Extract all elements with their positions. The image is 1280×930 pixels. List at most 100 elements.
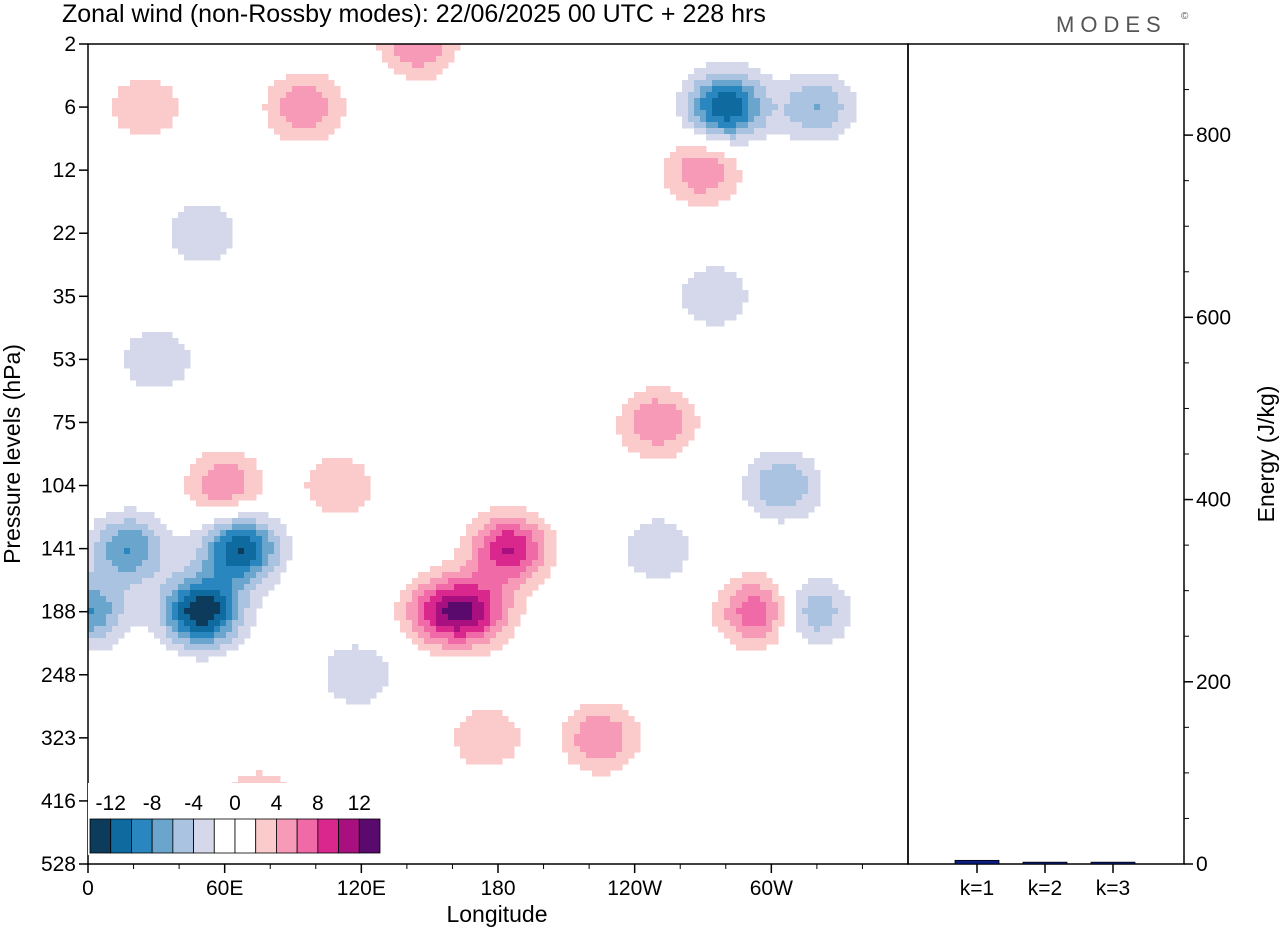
heatmap-cell (148, 356, 155, 363)
heatmap-cell (322, 80, 329, 87)
heatmap-cell (478, 644, 485, 651)
heatmap-cell (478, 710, 485, 717)
heatmap-cell (178, 236, 185, 243)
heatmap-cell (466, 746, 473, 753)
heatmap-cell (772, 470, 779, 477)
heatmap-cell (532, 578, 539, 585)
heatmap-cell (160, 380, 167, 387)
heatmap-cell (436, 578, 443, 585)
heatmap-cell (334, 470, 341, 477)
heatmap-cell (736, 626, 743, 633)
heatmap-cell (166, 350, 173, 357)
heatmap-cell (88, 644, 95, 651)
heatmap-cell (202, 644, 209, 651)
heatmap-cell (184, 482, 191, 489)
heatmap-cell (196, 656, 203, 663)
heatmap-cell (520, 572, 527, 579)
heatmap-cell (346, 662, 353, 669)
heatmap-cell (676, 164, 683, 171)
heatmap-cell (430, 74, 437, 81)
heatmap-cell (640, 524, 647, 531)
heatmap-cell (706, 74, 713, 81)
heatmap-cell (652, 422, 659, 429)
heatmap-cell (214, 476, 221, 483)
heatmap-cell (154, 368, 161, 375)
heatmap-cell (148, 608, 155, 615)
heatmap-cell (124, 110, 131, 117)
heatmap-cell (526, 536, 533, 543)
heatmap-cell (574, 728, 581, 735)
heatmap-cell (346, 698, 353, 705)
heatmap-cell (796, 596, 803, 603)
heatmap-cell (208, 464, 215, 471)
heatmap-cell (340, 674, 347, 681)
heatmap-cell (118, 110, 125, 117)
heatmap-cell (592, 758, 599, 765)
heatmap-cell (724, 158, 731, 165)
heatmap-cell (592, 710, 599, 717)
heatmap-cell (178, 608, 185, 615)
heatmap-cell (844, 86, 851, 93)
heatmap-cell (178, 362, 185, 369)
heatmap-cell (538, 548, 545, 555)
heatmap-cell (730, 626, 737, 633)
heatmap-cell (826, 92, 833, 99)
heatmap-cell (472, 740, 479, 747)
heatmap-cell (646, 446, 653, 453)
heatmap-cell (310, 92, 317, 99)
heatmap-cell (676, 416, 683, 423)
heatmap-cell (772, 482, 779, 489)
heatmap-cell (466, 638, 473, 645)
heatmap-cell (130, 110, 137, 117)
heatmap-cell (700, 74, 707, 81)
heatmap-cell (430, 626, 437, 633)
heatmap-cell (706, 86, 713, 93)
heatmap-cell (442, 650, 449, 657)
heatmap-cell (724, 608, 731, 615)
heatmap-cell (640, 422, 647, 429)
heatmap-cell (334, 674, 341, 681)
heatmap-cell (256, 776, 263, 783)
heatmap-cell (328, 662, 335, 669)
heatmap-cell (790, 482, 797, 489)
heatmap-cell (328, 476, 335, 483)
heatmap-cell (88, 530, 95, 537)
heatmap-cell (130, 554, 137, 561)
heatmap-cell (760, 572, 767, 579)
heatmap-cell (148, 572, 155, 579)
heatmap-cell (256, 596, 263, 603)
heatmap-cell (754, 86, 761, 93)
heatmap-cell (448, 566, 455, 573)
heatmap-cell (460, 542, 467, 549)
heatmap-cell (496, 518, 503, 525)
energy-bar (1090, 861, 1136, 865)
heatmap-cell (712, 92, 719, 99)
heatmap-cell (112, 542, 119, 549)
heatmap-cell (844, 104, 851, 111)
heatmap-cell (316, 476, 323, 483)
heatmap-cell (760, 494, 767, 501)
heatmap-cell (280, 116, 287, 123)
heatmap-cell (496, 710, 503, 717)
heatmap-cell (106, 602, 113, 609)
heatmap-cell (676, 560, 683, 567)
heatmap-cell (706, 98, 713, 105)
heatmap-cell (178, 566, 185, 573)
heatmap-cell (712, 176, 719, 183)
heatmap-cell (196, 650, 203, 657)
heatmap-cell (748, 494, 755, 501)
heatmap-cell (238, 542, 245, 549)
heatmap-cell (202, 530, 209, 537)
heatmap-cell (424, 608, 431, 615)
heatmap-cell (322, 470, 329, 477)
heatmap-cell (202, 206, 209, 213)
heatmap-cell (436, 572, 443, 579)
heatmap-cell (124, 524, 131, 531)
heatmap-cell (220, 584, 227, 591)
heatmap-cell (274, 776, 281, 783)
heatmap-cell (118, 632, 125, 639)
heatmap-cell (694, 176, 701, 183)
heatmap-cell (484, 644, 491, 651)
heatmap-cell (736, 632, 743, 639)
heatmap-cell (334, 692, 341, 699)
